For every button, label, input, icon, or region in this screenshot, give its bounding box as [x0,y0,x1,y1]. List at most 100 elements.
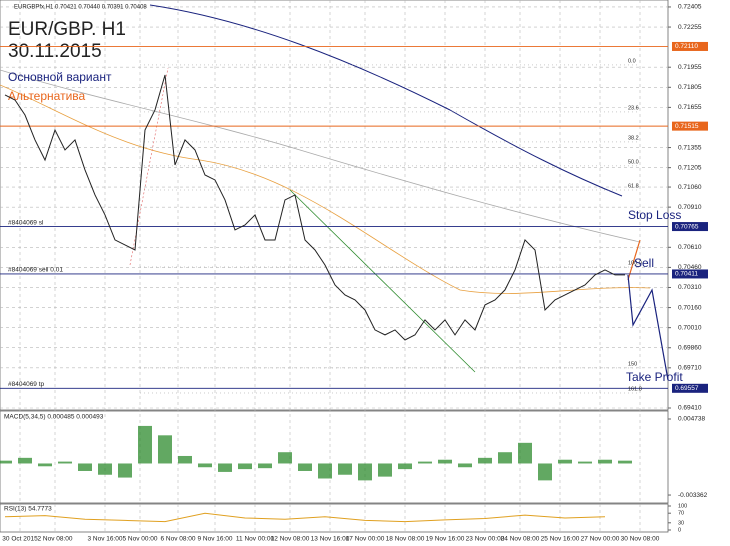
x-tick-label: 9 Nov 16:00 [197,536,232,543]
level-box [672,269,708,279]
x-tick-label: 3 Nov 16:00 [87,536,122,543]
macd-bar [18,457,32,464]
annotation: Основной вариант [8,70,112,84]
fibo-label: 150 [628,361,637,367]
macd-bar [598,459,612,464]
x-tick-label: 18 Nov 08:00 [386,536,425,543]
chart-title: EUR/GBP. H1 [8,19,126,40]
y-tick-label: 0.69860 [678,344,702,351]
y-tick-label: 0.72405 [678,4,702,11]
macd-bar [98,463,112,475]
macd-bar [198,463,212,468]
macd-bar [58,461,72,464]
y-tick-label: 0.71955 [678,64,702,71]
macd-bar [278,452,292,464]
y-tick-label: 0.69710 [678,365,702,372]
y-tick-label: 0.71205 [678,164,702,171]
y-tick-label: 0.69410 [678,405,702,412]
x-tick-label: 11 Nov 00:00 [236,536,275,543]
ma-blue [149,4,623,197]
fibo-label: 50.0 [628,159,639,165]
macd-bar [438,459,452,464]
level-label: 0.71515 [675,123,699,130]
header: EURGBPfx,H1 0.70421 0.70440 0.70391 0.70… [14,5,147,11]
x-tick-label: 30 Oct 2015 [2,536,38,543]
y-tick-label: 0.70010 [678,324,702,331]
x-tick-label: 17 Nov 00:00 [346,536,385,543]
macd-bar [558,459,572,464]
macd-tick-label: 0.004738 [678,416,705,423]
y-tick-label: 0.70610 [678,244,702,251]
order-label: #8404069 sell 0.01 [8,267,63,274]
x-tick-label: 27 Nov 00:00 [581,536,620,543]
annotation: Альтернатива [8,89,86,103]
fibo-label: 38.2 [628,135,639,141]
main-path [627,274,669,381]
macd-bar [258,463,272,469]
order-label: #8404069 tp [8,381,45,388]
x-tick-label: 19 Nov 16:00 [426,536,465,543]
fibo-label: 23.6 [628,105,639,111]
rsi-tick-label: 70 [678,511,684,517]
macd-bar [418,461,432,464]
main-panel [0,0,669,411]
rsi-label: RSI(13) 54.7773 [4,506,52,513]
y-tick-label: 0.70910 [678,204,702,211]
macd-bar [0,460,12,464]
macd-bar [498,452,512,464]
annotation: Stop Loss [628,208,681,222]
macd-bar [78,463,92,471]
macd-bar [158,435,172,464]
price-line [4,74,625,341]
x-tick-label: 23 Nov 00:00 [466,536,505,543]
y-tick-label: 0.71355 [678,144,702,151]
x-tick-label: 6 Nov 08:00 [160,536,195,543]
macd-bar [518,442,532,464]
rsi-tick-label: 0 [678,527,681,533]
macd-bar [458,463,472,468]
y-tick-label: 0.71655 [678,104,702,111]
level-box [672,383,708,393]
fibo-label: 0.0 [628,58,636,64]
rsi-tick-label: 30 [678,520,684,526]
x-tick-label: 25 Nov 16:00 [541,536,580,543]
x-tick-label: 13 Nov 16:00 [311,536,350,543]
macd-bar [218,463,232,472]
annotation: Sell [634,256,654,270]
y-tick-label: 0.72255 [678,24,702,31]
level-box [672,41,708,51]
macd-bar [118,463,132,478]
macd-bar [358,463,372,481]
fibo-label: 61.8 [628,183,639,189]
ma-grey [0,69,641,243]
macd-bar [38,463,52,467]
macd-bar [238,463,252,470]
macd-bar [538,463,552,481]
y-tick-label: 0.70460 [678,264,702,271]
x-tick-label: 5 Nov 00:00 [122,536,157,543]
level-box [672,121,708,131]
level-box [672,222,708,232]
macd-bar [178,455,192,464]
macd-bar [338,463,352,475]
chart-subtitle: 30.11.2015 [8,41,102,62]
macd-bar [478,457,492,464]
fibo-label: 100.0 [628,260,642,266]
fibo-label: 161.8 [628,386,642,392]
trend-line [289,189,476,373]
x-tick-label: 12 Nov 08:00 [271,536,310,543]
macd-bar [138,425,152,464]
order-label: #8404069 sl [8,219,44,226]
macd-bar [318,463,332,479]
y-tick-label: 0.71060 [678,184,702,191]
x-tick-label: 2 Nov 08:00 [37,536,72,543]
macd-panel [0,410,669,504]
level-label: 0.72110 [675,43,698,50]
y-tick-label: 0.70310 [678,284,702,291]
y-tick-label: 0.70160 [678,304,702,311]
rsi-tick-label: 100 [678,503,687,509]
x-tick-label: 24 Nov 08:00 [501,536,540,543]
y-tick-label: 0.71805 [678,84,702,91]
rsi-line [4,512,606,523]
